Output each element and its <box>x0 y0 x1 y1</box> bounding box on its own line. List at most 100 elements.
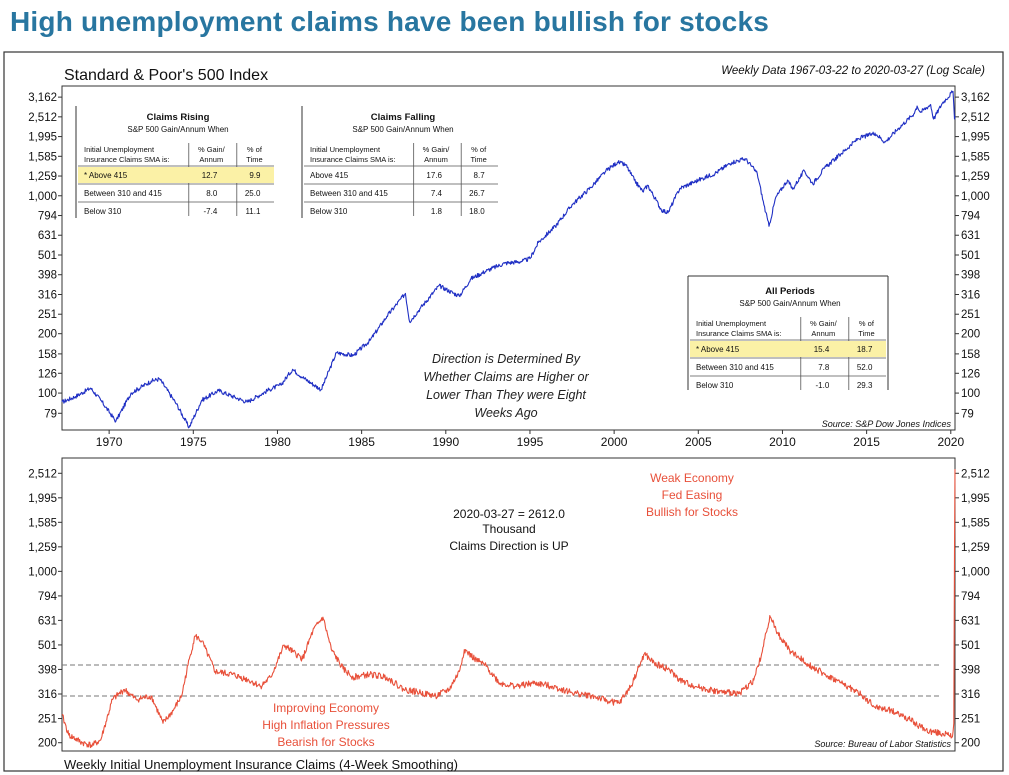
x-tick-label: 2010 <box>769 435 796 449</box>
top-y-tick-label-right: 200 <box>961 329 980 341</box>
table-row-label: Above 415 <box>310 171 349 180</box>
top-y-tick-label-left: 200 <box>38 329 57 341</box>
table-header-gain: Annum <box>424 155 448 164</box>
top-y-tick-label-right: 79 <box>961 408 974 420</box>
table-row-label: Below 310 <box>310 207 348 216</box>
table-header-time: Time <box>470 155 486 164</box>
bottom-y-tick-label-left: 1,000 <box>28 566 57 578</box>
top-y-tick-label-right: 3,162 <box>961 92 990 104</box>
latest-reading-line-2: Thousand <box>482 522 535 536</box>
top-y-ticks-left: 79 100 126 158 200 251 316 398 501 631 794 1,000 1,2… <box>28 92 62 420</box>
sp500-line <box>61 90 956 429</box>
table-row-time: 18.0 <box>469 207 485 216</box>
table-row-gain: 15.4 <box>814 345 830 354</box>
bottom-y-ticks-right: 200 251 316 398 501 631 794 1,000 1,259 1,585 1,99… <box>955 468 990 750</box>
bottom-y-tick-label-left: 316 <box>38 689 57 701</box>
table-header-label: Initial Unemployment <box>84 145 155 154</box>
table-header-label: Insurance Claims SMA is: <box>696 329 781 338</box>
top-y-tick-label-right: 1,000 <box>961 191 990 203</box>
table-row-time: 26.7 <box>469 189 485 198</box>
top-y-tick-label-left: 1,000 <box>28 191 57 203</box>
x-tick-label: 1980 <box>264 435 291 449</box>
table-title: Claims Rising <box>147 112 210 123</box>
x-tick-label: 2015 <box>853 435 880 449</box>
table-header-gain: Annum <box>199 155 223 164</box>
bottom-reference-lines <box>62 664 940 697</box>
bottom-y-tick-label-left: 631 <box>38 615 57 627</box>
direction-annotation-line-1: Direction is Determined By <box>432 352 581 366</box>
table-row-gain: 7.4 <box>431 189 443 198</box>
table-row-label: Below 310 <box>84 207 122 216</box>
top-x-ticks: 1970 1975 1980 1985 1990 1995 2000 2005 2010 2015… <box>96 430 964 449</box>
table-header-time: Time <box>858 329 874 338</box>
top-y-tick-label-left: 1,259 <box>28 171 57 183</box>
table-title: All Periods <box>765 286 815 297</box>
weak-economy-line-2: Fed Easing <box>662 488 723 502</box>
bottom-y-tick-label-left: 1,585 <box>28 517 57 529</box>
top-y-tick-label-right: 1,585 <box>961 151 990 163</box>
top-plot-area <box>61 85 956 431</box>
bottom-y-tick-label-left: 200 <box>38 738 57 750</box>
table-row-gain: 1.8 <box>431 207 443 216</box>
table-header-label: Insurance Claims SMA is: <box>84 155 169 164</box>
table-row-label: Between 310 and 415 <box>310 189 388 198</box>
bottom-y-tick-label-right: 1,585 <box>961 517 990 529</box>
x-tick-label: 1975 <box>180 435 207 449</box>
top-y-tick-label-right: 631 <box>961 230 980 242</box>
table-header-label: Initial Unemployment <box>696 319 767 328</box>
table-row-label: * Above 415 <box>696 345 740 354</box>
top-y-tick-label-left: 79 <box>44 408 57 420</box>
table-row-time: 11.1 <box>245 207 261 216</box>
bottom-y-tick-label-right: 316 <box>961 689 980 701</box>
top-y-tick-label-right: 1,995 <box>961 132 990 144</box>
table-row-label: Between 310 and 415 <box>84 189 162 198</box>
x-tick-label: 1970 <box>96 435 123 449</box>
latest-reading-line-3: Claims Direction is UP <box>449 539 568 553</box>
table-row-time: 8.7 <box>474 171 486 180</box>
top-panel-subtitle: Weekly Data 1967-03-22 to 2020-03-27 (Lo… <box>721 65 985 77</box>
x-tick-label: 2020 <box>937 435 964 449</box>
bottom-y-tick-label-right: 631 <box>961 615 980 627</box>
direction-annotation-line-3: Lower Than They were Eight <box>426 388 586 402</box>
table-header-gain: % Gain/ <box>423 145 451 154</box>
improving-economy-line-2: High Inflation Pressures <box>262 718 389 732</box>
top-y-tick-label-right: 251 <box>961 309 980 321</box>
direction-annotation-line-4: Weeks Ago <box>474 406 537 420</box>
table-header-label: Insurance Claims SMA is: <box>310 155 395 164</box>
top-y-tick-label-right: 100 <box>961 388 980 400</box>
table-claims-falling: Claims Falling S&P 500 Gain/Annum When Ini… <box>301 106 498 218</box>
top-y-ticks-right: 79 100 126 158 200 251 316 398 501 631 794 1,000 1,2… <box>955 92 990 420</box>
table-subtitle: S&P 500 Gain/Annum When <box>739 299 840 308</box>
top-y-tick-label-right: 158 <box>961 349 980 361</box>
table-highlight <box>78 167 274 183</box>
table-subtitle: S&P 500 Gain/Annum When <box>352 125 453 134</box>
table-highlight <box>690 341 886 357</box>
table-subtitle: S&P 500 Gain/Annum When <box>127 125 228 134</box>
bottom-y-tick-label-left: 794 <box>38 591 58 603</box>
table-header-gain: Annum <box>811 329 835 338</box>
table-title: Claims Falling <box>371 112 436 123</box>
top-y-tick-label-left: 1,995 <box>28 132 57 144</box>
table-header-time: % of <box>859 319 875 328</box>
table-row-gain: 12.7 <box>202 171 218 180</box>
weak-economy-line-1: Weak Economy <box>650 471 734 485</box>
table-row-label: * Above 415 <box>84 171 128 180</box>
table-row-label: Below 310 <box>696 381 734 390</box>
table-row-gain: 8.0 <box>206 189 218 198</box>
bottom-y-tick-label-right: 251 <box>961 714 980 726</box>
top-y-tick-label-left: 398 <box>38 270 57 282</box>
top-y-tick-label-left: 251 <box>38 309 57 321</box>
bottom-y-tick-label-left: 501 <box>38 640 57 652</box>
x-tick-label: 2005 <box>685 435 712 449</box>
top-y-tick-label-left: 316 <box>38 289 57 301</box>
weak-economy-line-3: Bullish for Stocks <box>646 505 738 519</box>
bottom-y-tick-label-right: 1,000 <box>961 566 990 578</box>
headline: High unemployment claims have been bulli… <box>10 6 769 37</box>
top-y-tick-label-left: 501 <box>38 250 57 262</box>
top-y-tick-label-left: 2,512 <box>28 112 57 124</box>
bottom-y-tick-label-left: 398 <box>38 664 57 676</box>
x-tick-label: 2000 <box>601 435 628 449</box>
bottom-y-tick-label-right: 1,259 <box>961 542 990 554</box>
top-y-tick-label-left: 3,162 <box>28 92 57 104</box>
